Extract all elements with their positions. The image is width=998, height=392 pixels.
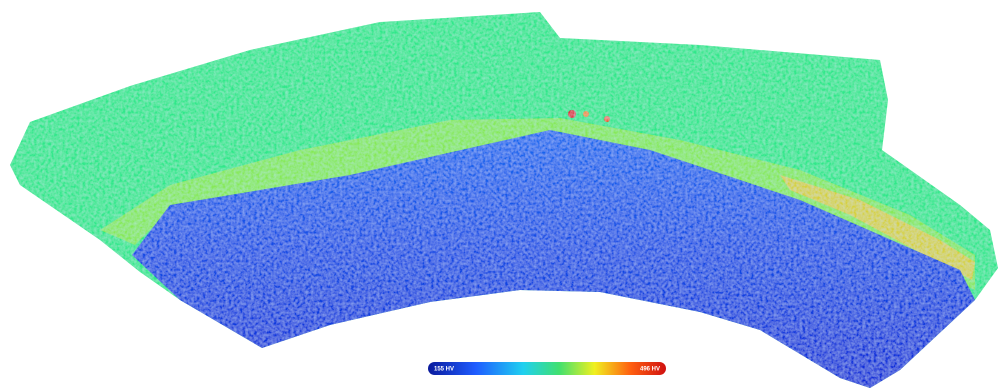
map-region <box>10 12 998 388</box>
colorbar-gradient <box>428 362 666 375</box>
hot-spot <box>568 110 576 118</box>
colorbar-min-label: 155 HV <box>434 367 454 373</box>
transition-band <box>100 118 975 290</box>
colorbar-max-label: 496 HV <box>640 367 660 373</box>
hot-spot <box>604 116 610 122</box>
peak-band <box>780 175 975 280</box>
core-zone <box>132 130 975 388</box>
colorbar: 155 HV 496 HV <box>428 362 666 375</box>
hot-spot <box>583 111 589 117</box>
